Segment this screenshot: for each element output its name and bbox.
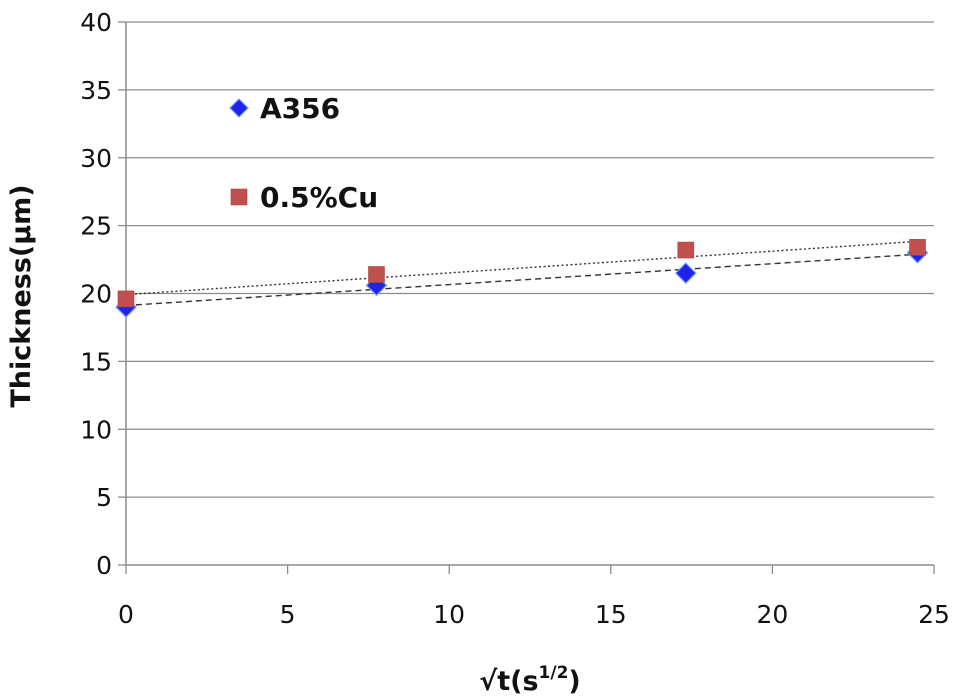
legend-marker-0-5-cu — [230, 188, 248, 206]
data-point-0-5-cu — [909, 239, 926, 256]
data-point-0-5-cu — [368, 266, 385, 283]
y-tick-label: 40 — [80, 8, 112, 37]
y-tick-labels: 0 5 10 15 20 25 30 35 40 — [80, 8, 112, 580]
y-axis-title: Thickness(μm) — [6, 184, 37, 407]
x-axis-title-suffix: ) — [568, 666, 580, 697]
x-tick-label: 25 — [918, 600, 950, 629]
y-tick-label: 15 — [80, 347, 112, 376]
data-points — [115, 239, 929, 318]
x-tick-label: 10 — [433, 600, 465, 629]
trendline-a356 — [125, 253, 918, 307]
data-point-0-5-cu — [117, 290, 135, 308]
x-tick-label: 15 — [595, 600, 627, 629]
legend: A356 0.5%Cu — [229, 92, 378, 214]
x-tick-label: 0 — [118, 600, 134, 629]
trendlines — [125, 240, 918, 307]
y-tick-label: 25 — [80, 212, 112, 241]
trendline-0-5-cu — [125, 240, 918, 296]
y-tick-label: 10 — [80, 415, 112, 444]
x-axis-title-main: √t(s — [479, 666, 538, 697]
legend-marker-a356 — [229, 98, 249, 118]
gridlines — [126, 21, 934, 498]
x-axis-title-sup: 1/2 — [539, 663, 569, 683]
y-tick-label: 5 — [96, 483, 112, 512]
x-axis-title: √t(s1/2) — [479, 663, 581, 697]
data-point-0-5-cu — [677, 241, 695, 259]
y-tick-label: 35 — [80, 76, 112, 105]
legend-label-a356: A356 — [260, 92, 340, 125]
x-tick-label: 20 — [756, 600, 788, 629]
data-point-a356 — [674, 262, 697, 284]
legend-label-0-5-cu: 0.5%Cu — [260, 181, 378, 214]
x-tick-labels: 0 5 10 15 20 25 — [118, 600, 950, 629]
y-tick-label: 20 — [80, 280, 112, 309]
x-tick-label: 5 — [280, 600, 296, 629]
y-tick-label: 0 — [96, 551, 112, 580]
y-tick-label: 30 — [80, 144, 112, 173]
